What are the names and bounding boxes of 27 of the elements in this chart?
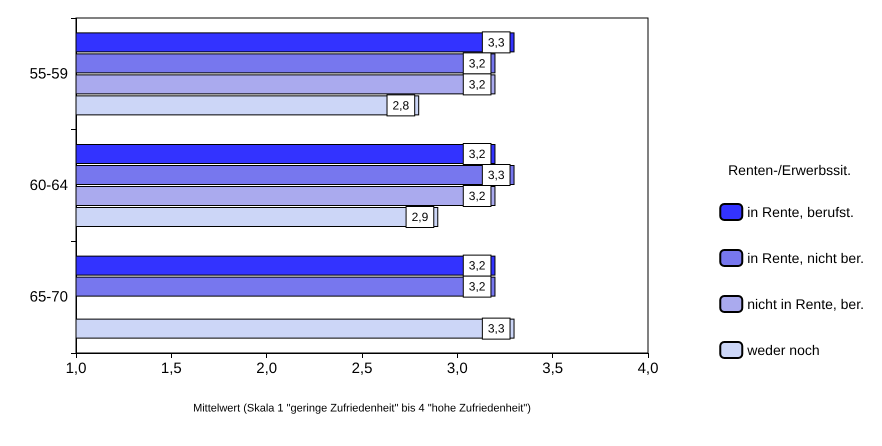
data-label: 3,3 [488,168,505,182]
legend-label: in Rente, berufst. [747,204,854,220]
y-tick-label: 55-59 [30,65,68,82]
x-tick-label: 3,0 [446,360,468,377]
x-tick-label: 3,5 [542,360,564,377]
x-tick-label: 4,0 [638,360,658,377]
data-label: 3,2 [468,258,486,273]
y-tick-label: 65-70 [30,288,68,306]
legend-label: weder noch [746,342,820,358]
data-label: 3,2 [468,56,486,70]
x-tick-label: 1,0 [66,360,86,377]
data-label: 2,9 [412,210,429,224]
legend-label: in Rente, nicht ber. [747,250,864,266]
data-label: 3,3 [488,35,505,50]
data-label: 3,2 [468,77,486,92]
data-label: 3,2 [468,280,486,294]
x-tick-label: 2,0 [256,360,278,377]
legend-title: Renten-/Erwerbssit. [728,162,852,178]
data-label: 3,2 [468,147,486,161]
x-axis-title: Mittelwert (Skala 1 "geringe Zufriedenheit" bis 4 "hohe Zufriedenheit") [193,402,531,414]
x-tick-label: 2,5 [352,360,372,377]
data-label: 2,8 [392,98,410,112]
x-tick-label: 1,5 [160,360,182,377]
data-label: 3,2 [468,189,486,203]
legend-label: nicht in Rente, ber. [747,296,864,312]
data-label: 3,3 [488,322,505,336]
y-tick-label: 60-64 [30,177,68,194]
